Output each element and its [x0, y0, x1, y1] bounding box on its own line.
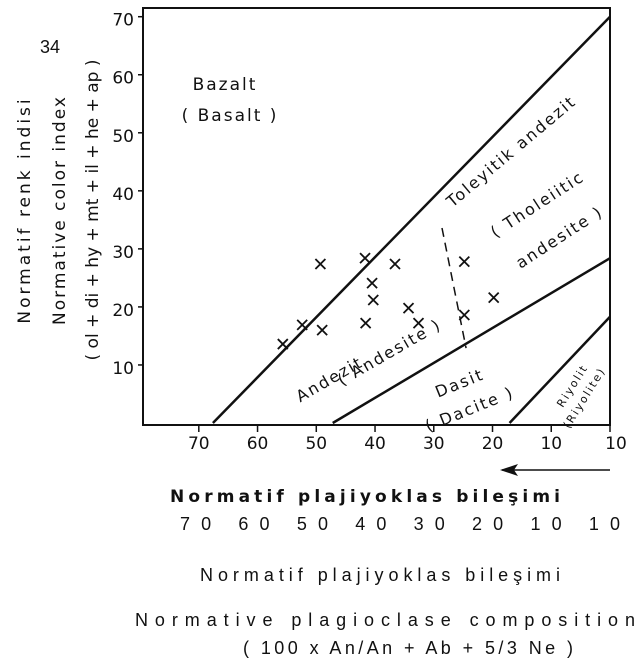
- y-tick-label: 40: [112, 185, 134, 205]
- data-point: [359, 317, 372, 329]
- x-tick-label: 40: [364, 434, 386, 454]
- x-tick-label: 70: [188, 434, 210, 454]
- plot-frame: [142, 7, 611, 426]
- region-label: ( Basalt ): [182, 106, 279, 126]
- boundary-line: [508, 315, 611, 424]
- region-label: Bazalt: [193, 75, 258, 95]
- x-tick-label: 50: [305, 434, 327, 454]
- y-label: Normatif renk indisi: [15, 96, 35, 323]
- x-tick-label: 10: [605, 434, 627, 454]
- page-number: 34: [40, 37, 60, 57]
- data-point: [458, 309, 470, 321]
- y-label: Normative color index: [50, 95, 70, 325]
- x-tick-label: 30: [423, 434, 445, 454]
- data-point: [314, 258, 327, 270]
- region-label: ( Andesite ): [334, 315, 445, 390]
- arrow: [500, 464, 610, 476]
- x-label: ( 100 x An/An + Ab + 5/3 Ne ): [243, 638, 573, 658]
- data-point: [296, 319, 308, 331]
- x-tick-label: 10: [540, 434, 562, 454]
- y-tick-label: 30: [112, 243, 134, 263]
- data-point: [359, 252, 371, 264]
- boundary-line: [212, 15, 611, 424]
- x-label: Normative plagioclase composition: [135, 610, 635, 630]
- data-point: [366, 277, 378, 289]
- boundary-line: [332, 257, 611, 425]
- y-label: ( ol + di + hy + mt + il + he + ap ): [83, 60, 103, 361]
- data-point: [458, 256, 470, 268]
- x-tick-label: 20: [482, 434, 504, 454]
- x-tick-row: 70 60 50 40 30 20 10 10: [180, 514, 620, 534]
- y-tick-label: 10: [112, 359, 134, 379]
- data-point: [488, 291, 500, 304]
- data-point: [412, 317, 425, 329]
- data-point: [389, 258, 401, 270]
- x-tick-label: 60: [247, 434, 269, 454]
- data-point: [316, 324, 328, 336]
- data-point: [277, 338, 289, 350]
- y-tick-label: 70: [112, 11, 134, 31]
- y-tick-label: 50: [112, 127, 134, 147]
- y-tick-label: 60: [112, 69, 134, 89]
- data-point: [367, 294, 379, 306]
- y-tick-label: 20: [112, 301, 134, 321]
- x-label: Normatif plajiyoklas bileşimi: [200, 565, 560, 585]
- arrow-head: [500, 464, 518, 476]
- x-label: Normatif plajiyoklas bileşimi: [170, 487, 560, 507]
- data-point: [402, 302, 415, 314]
- boundary-line: [441, 227, 467, 349]
